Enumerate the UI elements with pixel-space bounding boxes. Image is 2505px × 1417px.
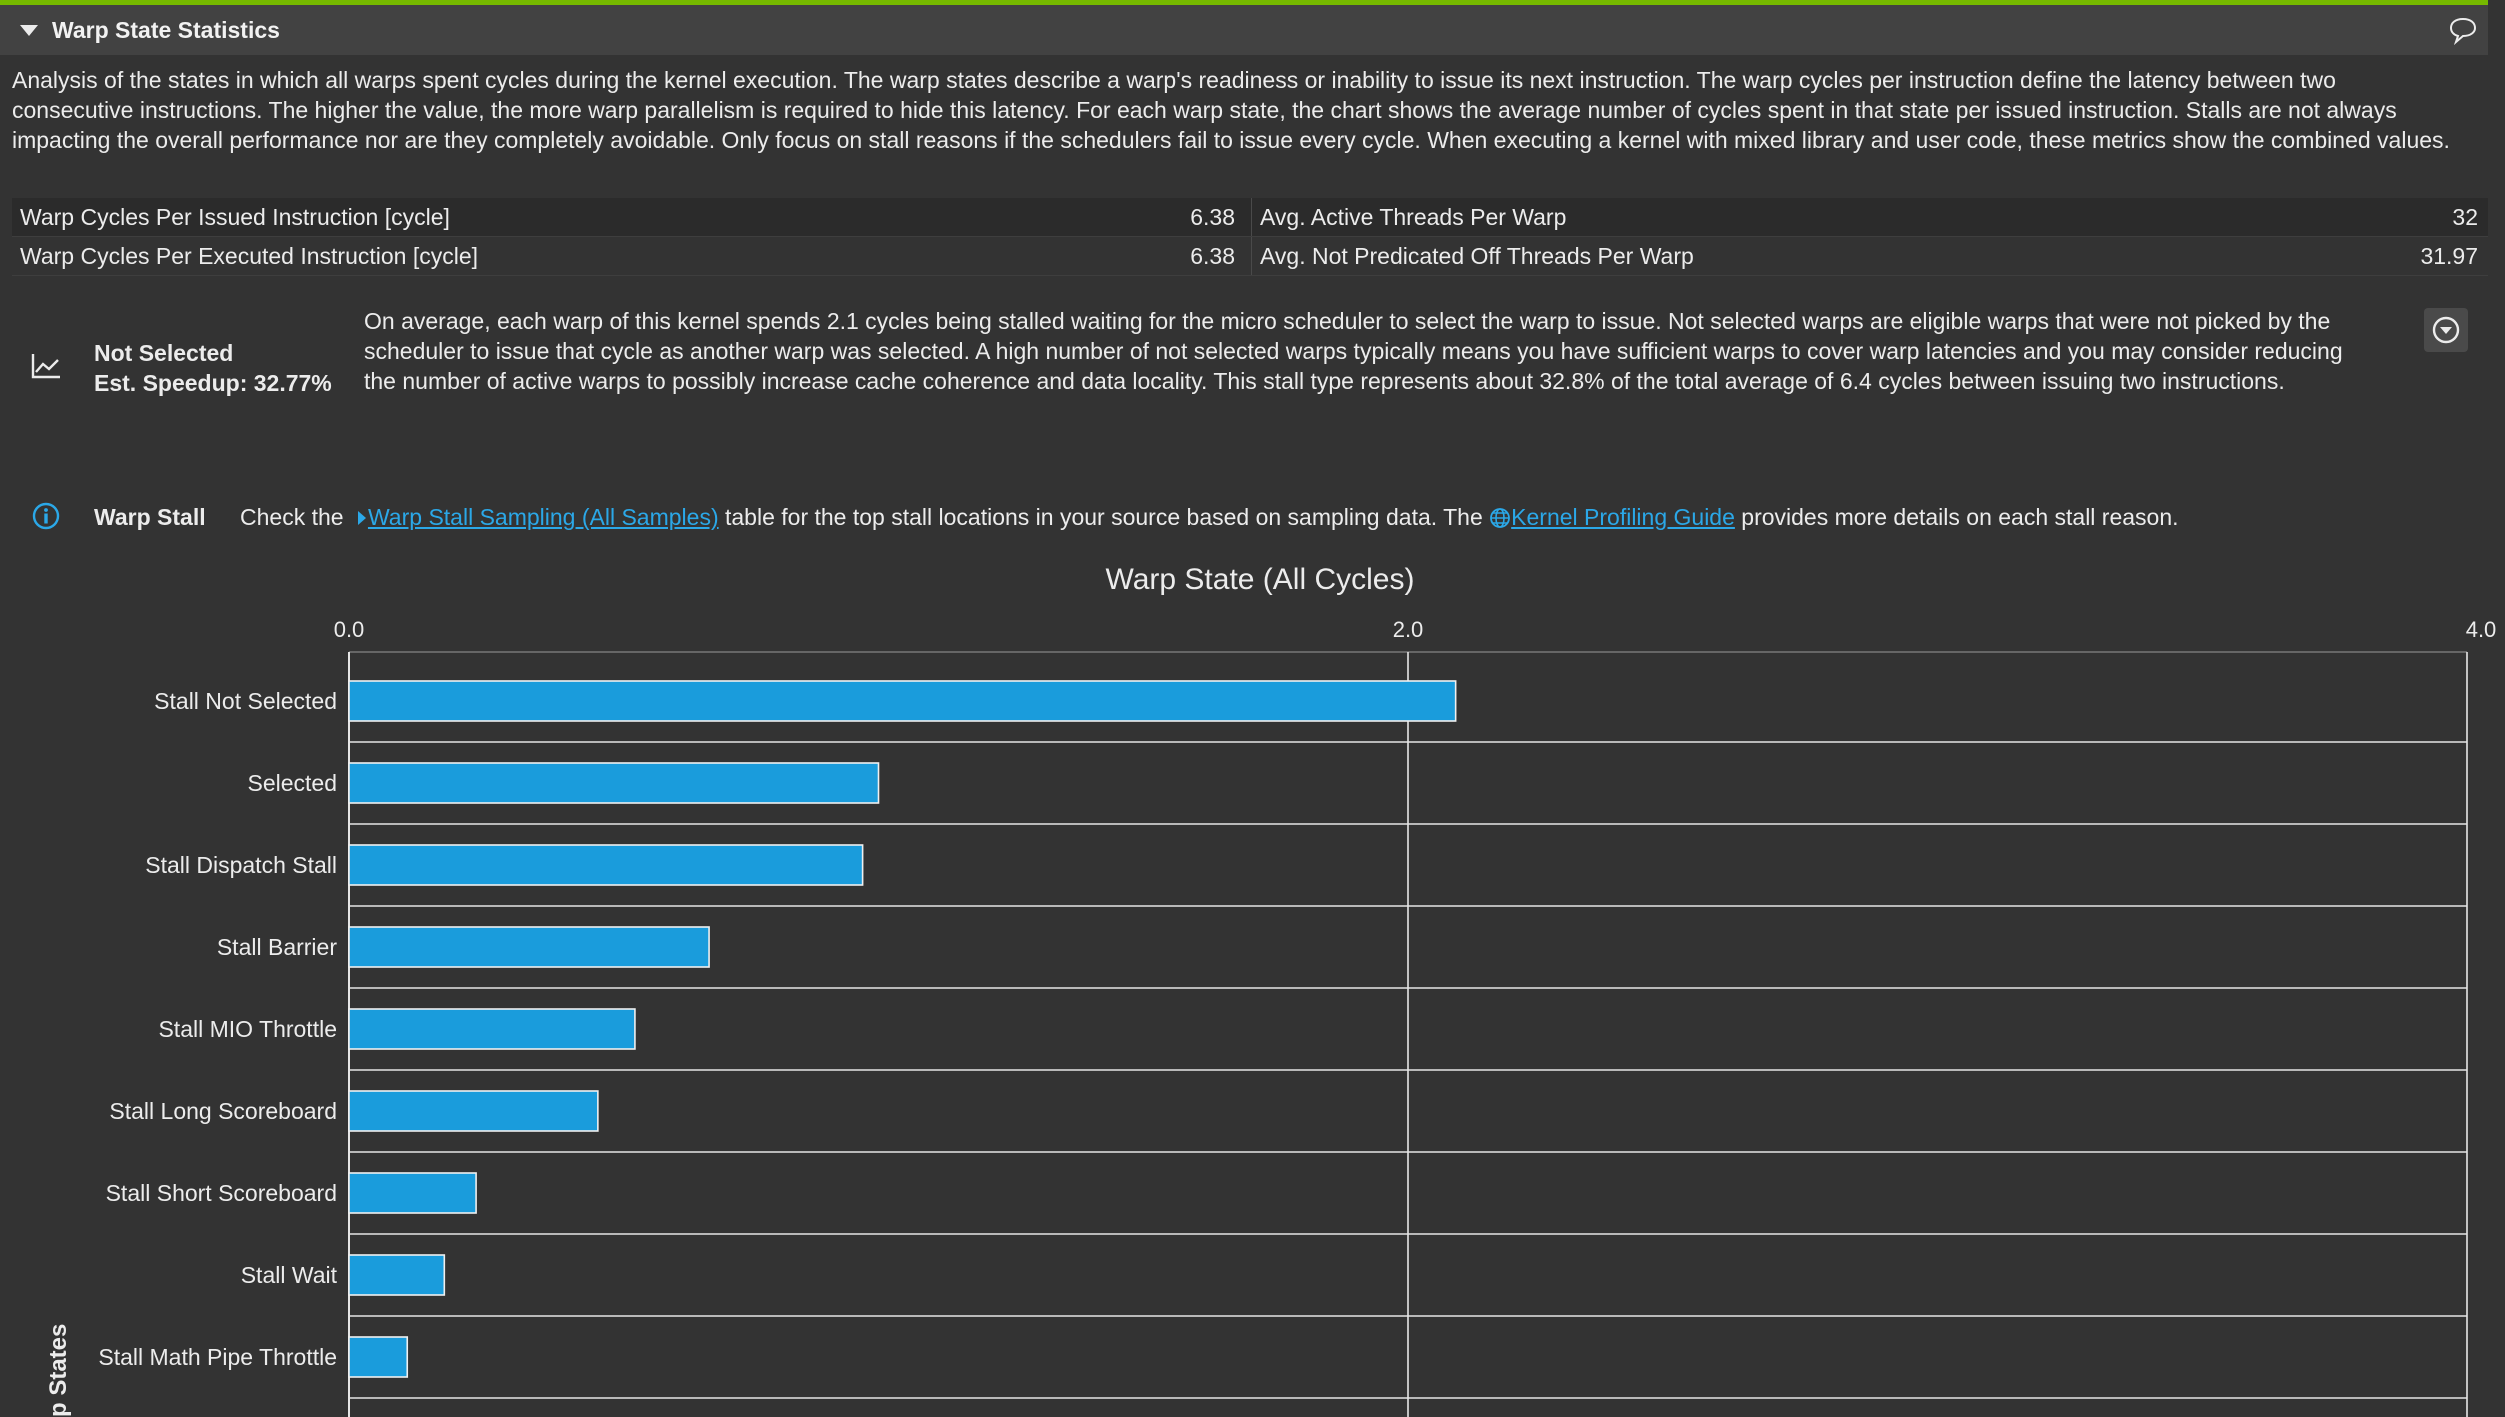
section-title: Warp State Statistics (52, 16, 280, 43)
chart-category-label: Stall Wait (241, 1262, 338, 1288)
chart-x-tick-label: 0.0 (334, 617, 365, 642)
chart-category-labels: Stall Not Selected Selected Stall Dispatch… (98, 688, 337, 1370)
chart-category-label: Stall Math Pipe Throttle (98, 1344, 337, 1370)
expand-circle-icon (2432, 316, 2460, 344)
metric-value: 6.38 (1190, 242, 1235, 269)
kernel-profiling-guide-link[interactable]: Kernel Profiling Guide (1511, 504, 1735, 530)
finding-text: On average, each warp of this kernel spe… (364, 308, 2343, 394)
metric-label: Warp Cycles Per Executed Instruction [cy… (20, 242, 479, 269)
line-chart-icon (31, 354, 60, 379)
chart-bar[interactable] (348, 762, 880, 804)
chart-category-label: Stall MIO Throttle (158, 1016, 337, 1042)
chart-category-label: Stall Long Scoreboard (109, 1098, 337, 1124)
chart-bar[interactable] (348, 1336, 409, 1378)
chart-bar[interactable] (348, 1090, 599, 1132)
finding-title: Not Selected Est. Speedup: 32.77% (94, 338, 332, 398)
warp-state-chart: Warp State (All Cycles) p States 0.0 2.0 4… (45, 563, 2497, 1417)
chevron-down-icon[interactable] (20, 24, 38, 36)
chart-title: Warp State (All Cycles) (1106, 563, 1415, 596)
metric-value: 32 (2452, 203, 2478, 230)
chart-bar[interactable] (348, 1172, 477, 1214)
finding-speedup: Est. Speedup: 32.77% (94, 370, 332, 396)
metric-label: Avg. Not Predicated Off Threads Per Warp (1260, 242, 1694, 269)
play-triangle-icon (357, 511, 366, 525)
section-header[interactable]: Warp State Statistics (0, 5, 2488, 55)
info-row: Warp Stall Check the Warp Stall Sampling… (0, 496, 2488, 536)
chart-bar[interactable] (348, 926, 710, 968)
chart-bars (348, 680, 1457, 1378)
metrics-table: Warp Cycles Per Issued Instruction [cycl… (12, 198, 2488, 276)
chart-bar[interactable] (348, 1008, 636, 1050)
info-icon (32, 502, 60, 530)
chart-bar[interactable] (348, 1254, 446, 1296)
metric-value: 6.38 (1190, 203, 1235, 230)
info-text-middle: table for the top stall locations in you… (725, 504, 1483, 530)
section-accent-line (0, 0, 2488, 5)
metrics-row: Warp Cycles Per Executed Instruction [cy… (12, 236, 2488, 276)
chart-category-label: Selected (247, 770, 337, 796)
chart-bar[interactable] (348, 680, 1457, 722)
chart-category-label: Stall Short Scoreboard (106, 1180, 337, 1206)
metric-value: 31.97 (2420, 242, 2478, 269)
globe-icon (1490, 508, 1511, 528)
info-text: Check the Warp Stall Sampling (All Sampl… (240, 502, 2179, 532)
finding-name: Not Selected (94, 340, 234, 366)
chart-x-ticks: 0.0 2.0 4.0 (334, 617, 2497, 642)
chart-grid (348, 651, 2468, 1417)
expand-button[interactable] (2424, 308, 2468, 352)
chart-x-tick-label: 4.0 (2466, 617, 2497, 642)
chart-category-label: Stall Dispatch Stall (145, 852, 337, 878)
metric-label: Avg. Active Threads Per Warp (1260, 203, 1567, 230)
chart-x-tick-label: 2.0 (1393, 617, 1424, 642)
chart-category-label: Stall Barrier (217, 934, 337, 960)
comment-icon[interactable] (2448, 15, 2478, 45)
metric-label: Warp Cycles Per Issued Instruction [cycl… (20, 203, 450, 230)
warp-stall-sampling-link[interactable]: Warp Stall Sampling (All Samples) (367, 504, 719, 530)
chart-y-axis-label: p States (45, 1324, 72, 1417)
metrics-row: Warp Cycles Per Issued Instruction [cycl… (12, 198, 2488, 236)
info-text-after: provides more details on each stall reas… (1741, 504, 2179, 530)
finding-panel: Not Selected Est. Speedup: 32.77% On ave… (0, 300, 2488, 440)
chart-category-label: Stall Not Selected (154, 688, 337, 714)
section-description: Analysis of the states in which all warp… (12, 67, 2450, 153)
info-title: Warp Stall (94, 504, 206, 530)
chart-bar[interactable] (348, 844, 864, 886)
info-text-before: Check the (240, 504, 344, 530)
